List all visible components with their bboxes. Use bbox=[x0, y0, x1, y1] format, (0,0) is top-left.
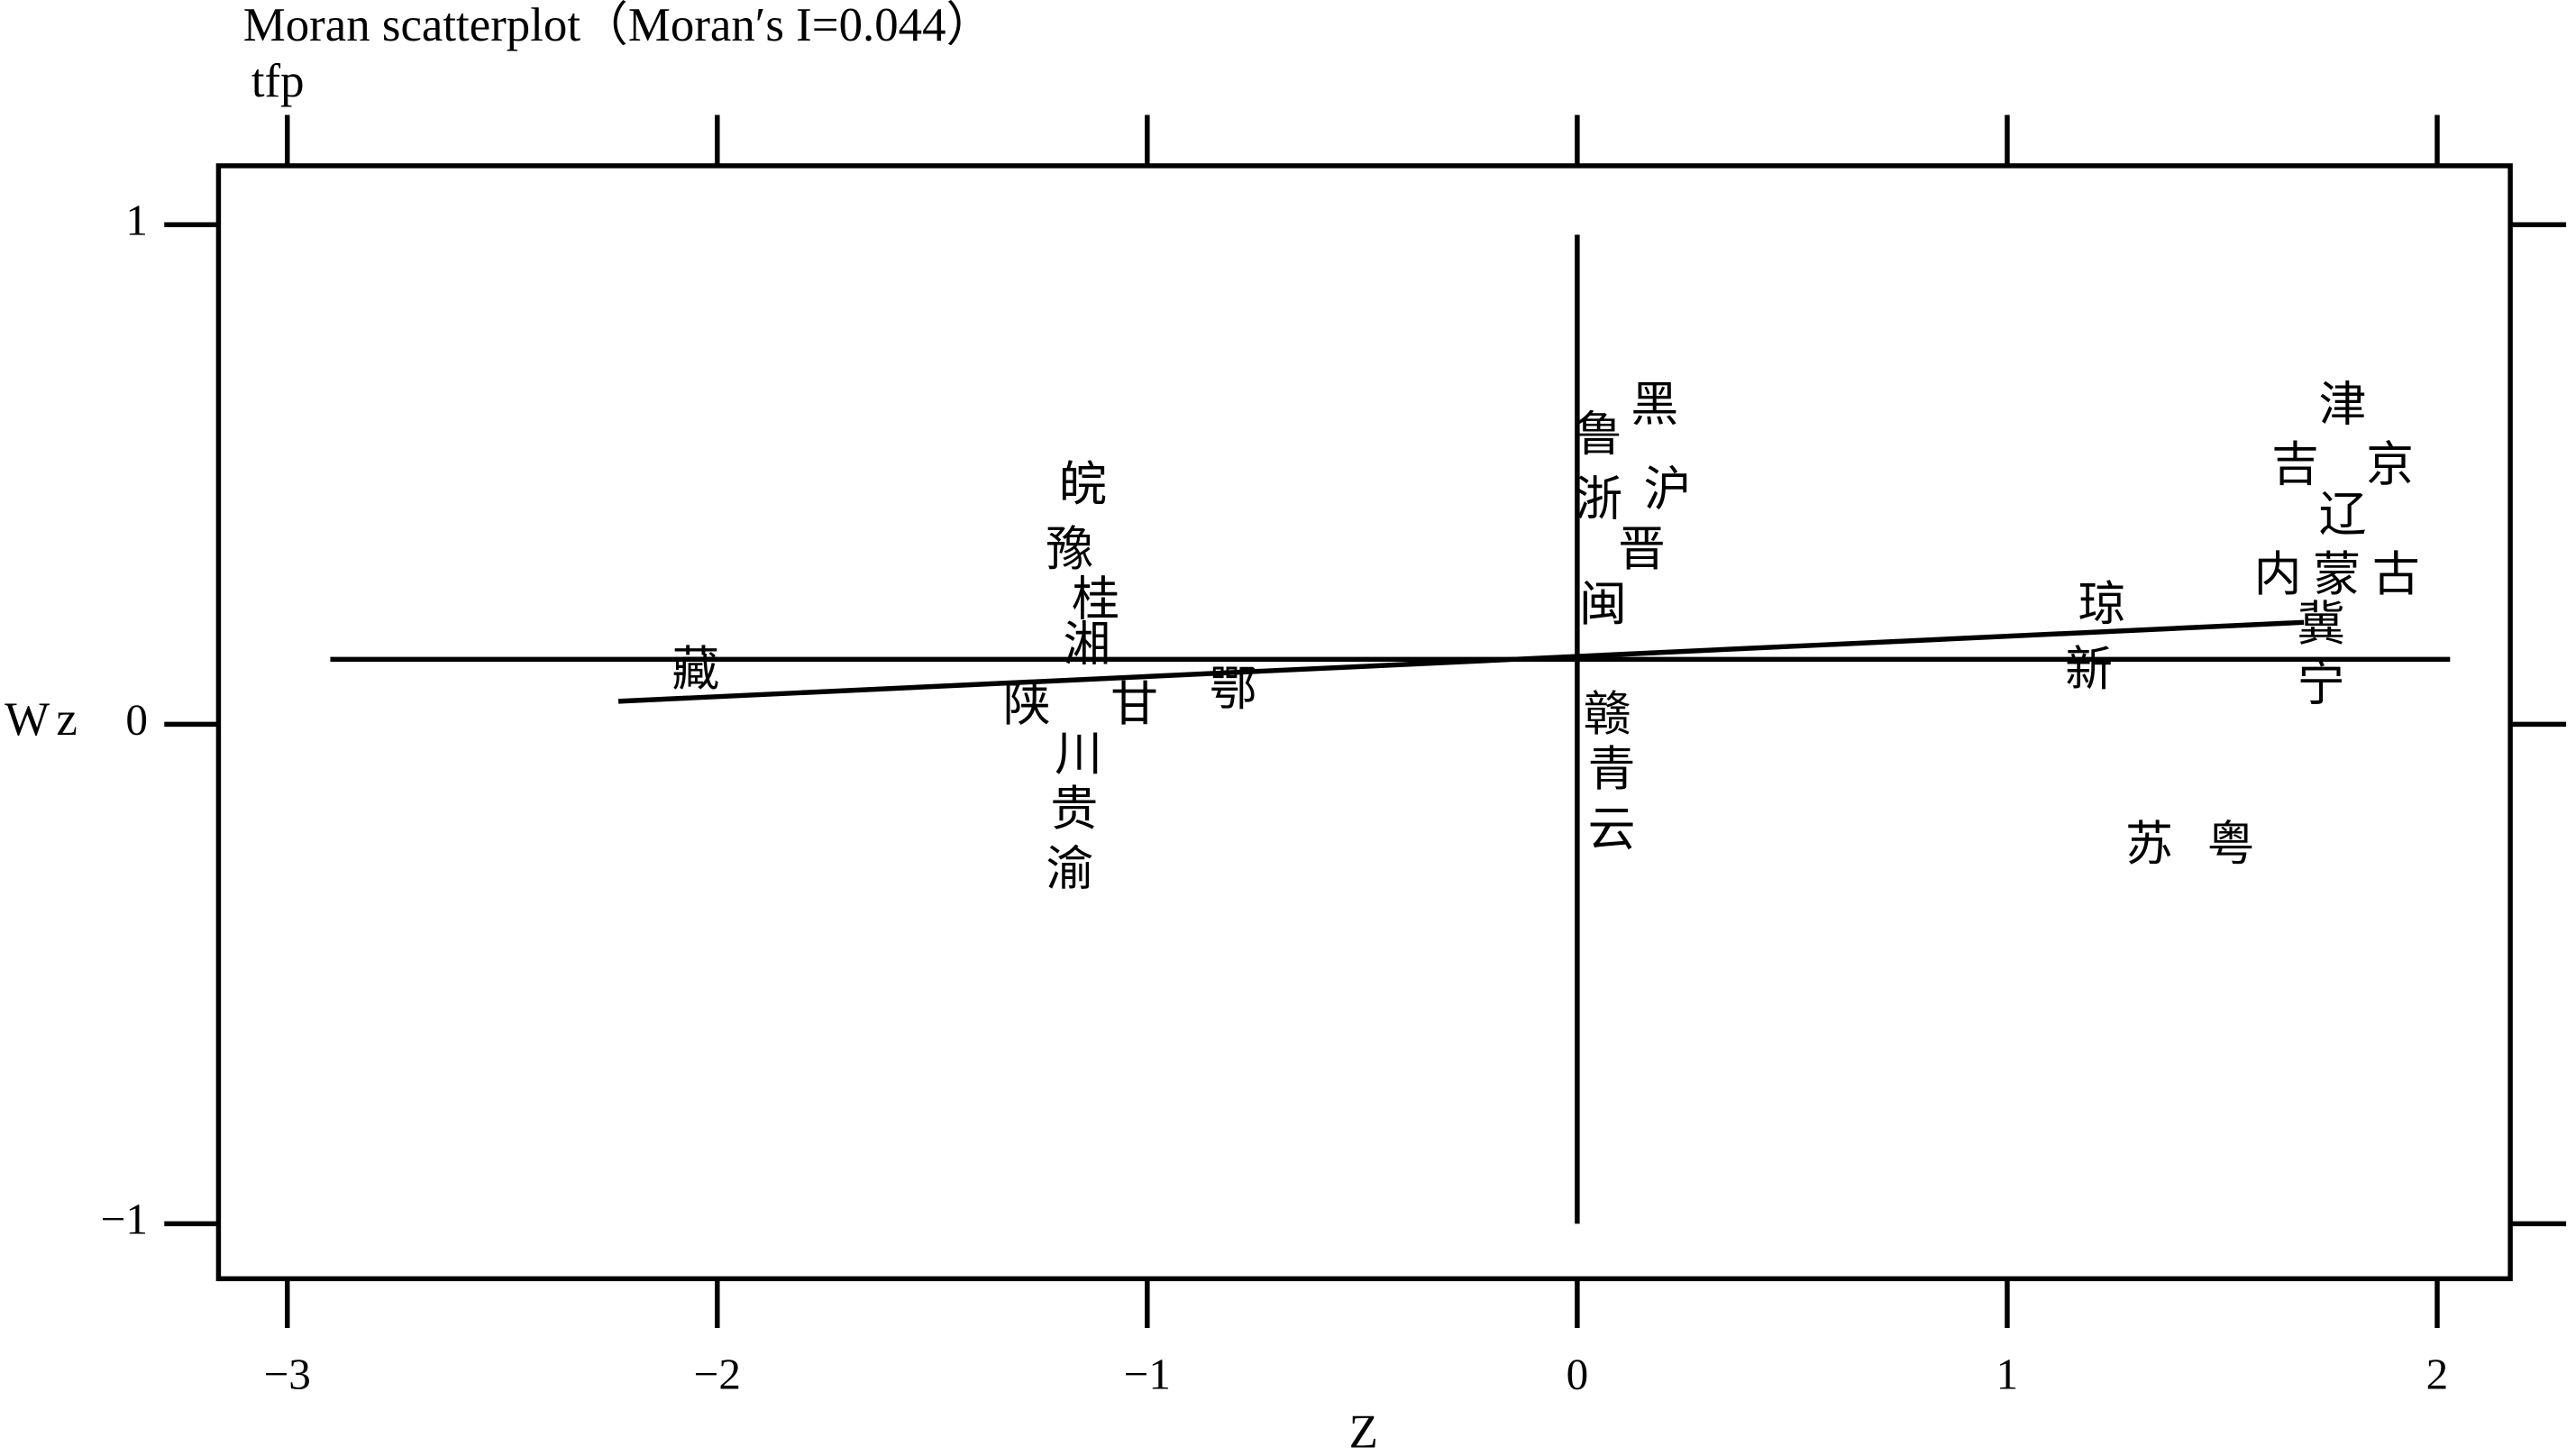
point-label: 湘 bbox=[1064, 618, 1111, 671]
y-tick-label: −1 bbox=[101, 1195, 148, 1244]
fit-line bbox=[617, 619, 2305, 704]
chart-subtitle: tfp bbox=[251, 55, 305, 107]
point-label: 辽 bbox=[2319, 489, 2367, 541]
point-label: 闽 bbox=[1579, 579, 1627, 631]
x-tick-label: 2 bbox=[2426, 1350, 2449, 1399]
point-label: 陕 bbox=[1003, 679, 1051, 731]
point-label: 新 bbox=[2065, 644, 2113, 696]
point-label: 津 bbox=[2319, 379, 2367, 431]
x-tick-label: −1 bbox=[1124, 1350, 1171, 1399]
point-label: 苏 bbox=[2125, 819, 2173, 871]
point-label: 晋 bbox=[1618, 524, 1666, 576]
point-label: 豫 bbox=[1046, 524, 1094, 576]
point-label: 浙 bbox=[1575, 474, 1622, 527]
point-label: 鄂 bbox=[1210, 664, 1257, 716]
point-label: 沪 bbox=[1644, 464, 1692, 517]
point-label: 青 bbox=[1588, 744, 1636, 796]
point-label: 渝 bbox=[1046, 844, 1094, 896]
point-label: 宁 bbox=[2297, 659, 2345, 711]
point-label: 藏 bbox=[672, 644, 720, 696]
point-label: 冀 bbox=[2297, 599, 2345, 651]
chart-title: Moran scatterplot（Moran′s I=0.044） bbox=[243, 0, 994, 51]
point-label: 赣 bbox=[1584, 689, 1631, 741]
y-tick-label: 1 bbox=[125, 196, 148, 245]
point-label: 皖 bbox=[1059, 459, 1107, 511]
point-label: 贵 bbox=[1050, 783, 1098, 836]
point-label: 川 bbox=[1055, 728, 1102, 781]
point-label: 鲁 bbox=[1575, 409, 1622, 462]
point-label: 云 bbox=[1588, 803, 1636, 856]
plot-frame bbox=[215, 163, 2513, 1282]
x-tick-label: −3 bbox=[264, 1350, 311, 1399]
y-tick-label: 0 bbox=[125, 695, 148, 745]
x-tick-label: −2 bbox=[694, 1350, 741, 1399]
point-label: 吉 bbox=[2271, 439, 2319, 491]
point-label: 甘 bbox=[1110, 679, 1158, 731]
point-label: 内蒙古 bbox=[2254, 549, 2432, 601]
y-axis-label: Wz bbox=[5, 693, 84, 746]
point-label: 桂 bbox=[1072, 574, 1119, 627]
x-axis-label: Z bbox=[1349, 1406, 1378, 1456]
x-tick-label: 1 bbox=[1996, 1350, 2019, 1399]
point-label: 琼 bbox=[2078, 579, 2125, 631]
point-label: 黑 bbox=[1631, 379, 1678, 431]
point-label: 京 bbox=[2366, 439, 2414, 491]
x-tick-label: 0 bbox=[1567, 1350, 1589, 1399]
point-label: 粤 bbox=[2207, 819, 2255, 871]
